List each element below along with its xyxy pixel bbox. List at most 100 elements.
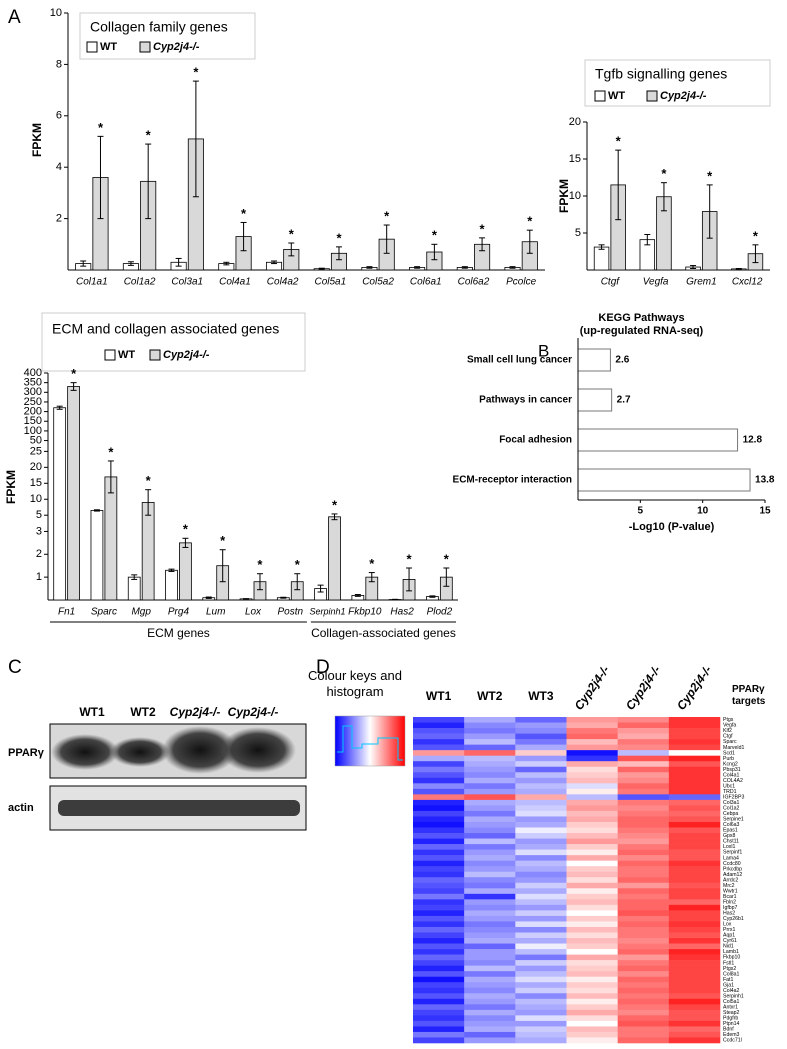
- heatmap-cell: [566, 888, 618, 895]
- heatmap-cell: [566, 728, 618, 734]
- heatmap-cell: [515, 1004, 567, 1011]
- x-tick-label: Fkbp10: [348, 607, 382, 618]
- panel-label: A: [8, 7, 21, 28]
- heatmap-cell: [566, 904, 618, 911]
- heatmap-cell: [566, 761, 618, 768]
- row-label: Lox: [723, 922, 732, 928]
- heatmap-cell: [413, 717, 465, 723]
- x-tick-label: Col4a2: [267, 277, 299, 288]
- chart-subtitle: (up-regulated RNA-seq): [580, 325, 704, 337]
- category-label: ECM-receptor interaction: [453, 475, 572, 486]
- y-tick-label: 4: [56, 161, 62, 173]
- heatmap-cell: [617, 1020, 670, 1027]
- heatmap-cell: [413, 910, 465, 917]
- band: [162, 726, 238, 774]
- heatmap-cell: [464, 987, 516, 994]
- heatmap-cell: [515, 849, 567, 856]
- heatmap-cell: [515, 766, 567, 773]
- x-tick-label: Pcolce: [506, 277, 536, 288]
- x-tick-label: Grem1: [686, 277, 717, 288]
- heatmap-cell: [515, 827, 567, 834]
- heatmap-cell: [464, 772, 516, 779]
- row-label: Adam12: [723, 872, 742, 878]
- heatmap-cell: [668, 1015, 721, 1022]
- band: [58, 800, 300, 816]
- row-label: IGF2BP3: [723, 794, 744, 800]
- heatmap-cell: [464, 761, 516, 768]
- row-label: Prrx1: [723, 927, 736, 933]
- heatmap-cell: [668, 893, 721, 900]
- y-tick-label: 5: [575, 227, 581, 239]
- heatmap-cell: [668, 860, 721, 867]
- heatmap-cell: [515, 833, 567, 839]
- heatmap-cell: [515, 982, 567, 989]
- heatmap-cell: [566, 949, 618, 955]
- value-label: 13.8: [755, 475, 775, 486]
- significance-marker: *: [220, 533, 226, 548]
- heatmap-cell: [617, 987, 670, 994]
- heatmap-cell: [617, 744, 670, 751]
- heatmap-cell: [668, 965, 721, 972]
- heatmap-cell: [617, 777, 670, 784]
- heatmap-cell: [515, 783, 567, 790]
- heatmap-cell: [464, 899, 516, 906]
- heatmap-cell: [617, 772, 670, 779]
- heatmap-cell: [464, 1015, 516, 1022]
- y-tick-label: 50: [30, 434, 42, 446]
- heatmap-cell: [464, 750, 516, 756]
- heatmap-cell: [413, 733, 465, 740]
- heatmap-cell: [464, 943, 516, 950]
- heatmap-cell: [515, 717, 567, 723]
- bar: [165, 569, 178, 601]
- heatmap-cell: [566, 860, 618, 867]
- heatmap-cell: [617, 949, 670, 955]
- value-label: 12.8: [743, 435, 763, 446]
- heatmap-cell: [617, 904, 670, 911]
- chart-title: Collagen family genes: [90, 19, 228, 35]
- heatmap-cell: [413, 949, 465, 955]
- significance-marker: *: [432, 228, 438, 243]
- significance-marker: *: [257, 557, 263, 572]
- heatmap-cell: [464, 954, 516, 961]
- heatmap-cell: [617, 932, 670, 939]
- heatmap-cell: [617, 799, 670, 806]
- heatmap-cell: [566, 932, 618, 939]
- heatmap-cell: [668, 750, 721, 756]
- row-label: Col3a1: [723, 800, 740, 806]
- heatmap-cell: [668, 1004, 721, 1011]
- heatmap-cell: [668, 987, 721, 994]
- significance-marker: *: [183, 522, 189, 537]
- legend-label: WT: [100, 41, 117, 53]
- heatmap-cell: [515, 965, 567, 972]
- heatmap-cell: [566, 998, 618, 1005]
- heatmap-cell: [668, 877, 721, 884]
- heatmap-cell: [464, 860, 516, 867]
- heatmap-cell: [617, 733, 670, 740]
- panel-label: D: [316, 657, 330, 678]
- x-tick-label: Lum: [206, 607, 225, 618]
- legend-label: WT: [608, 90, 625, 102]
- heatmap-cell: [515, 993, 567, 1000]
- heatmap-cell: [566, 844, 618, 850]
- heatmap-cell: [668, 904, 721, 911]
- heatmap-title: Colour keys and histogram: [308, 668, 402, 699]
- heatmap-cell: [668, 728, 721, 734]
- row-label: Gja1: [723, 982, 734, 988]
- heatmap-cell: [668, 982, 721, 989]
- row-label: Prkcdbp: [723, 866, 742, 872]
- heatmap-cell: [668, 761, 721, 768]
- bar: [67, 386, 80, 601]
- heatmap-cell: [668, 943, 721, 950]
- heatmap-cell: [413, 877, 465, 884]
- x-tick-label: Col1a1: [76, 277, 108, 288]
- heatmap-cell: [515, 805, 567, 812]
- heatmap-cell: [515, 871, 567, 878]
- bar: [179, 542, 192, 601]
- y-axis-label: FPKM: [557, 179, 571, 213]
- heatmap-cell: [413, 761, 465, 768]
- band-label: actin: [8, 802, 34, 814]
- heatmap-cell: [464, 877, 516, 884]
- heatmap-cell: [515, 877, 567, 884]
- heatmap-cell: [515, 921, 567, 928]
- heatmap-cell: [566, 772, 618, 779]
